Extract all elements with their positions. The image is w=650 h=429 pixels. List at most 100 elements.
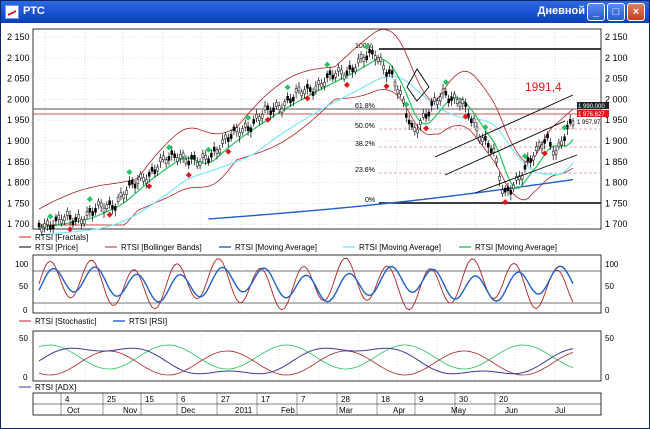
price-bar-body [181, 152, 185, 158]
price-bar-body [150, 167, 154, 172]
price-axis-right-label: 1 800 [605, 178, 628, 188]
price-bar-body [294, 88, 298, 93]
price-bar-body [489, 148, 493, 153]
price-axis-right-label: 1 900 [605, 136, 628, 146]
price-bar-body [535, 146, 538, 151]
fractal-down-marker [67, 226, 74, 233]
price-bar-body [410, 122, 414, 128]
osc-axis-left-0: 0 [23, 306, 28, 315]
price-bar-body [241, 128, 244, 133]
price-bar-body [486, 142, 490, 148]
date-axis-month-label: Jun [505, 406, 518, 415]
fib-level-label: 0% [365, 197, 375, 204]
fractal-down-marker [185, 172, 192, 179]
main-price-panel: 2 150 2 150 2 100 2 100 2 050 2 050 2 000 2 000… [7, 28, 628, 252]
price-bar-body [444, 90, 448, 96]
price-bar-body [470, 118, 473, 123]
price-bar-body [167, 156, 171, 161]
fractal-down-marker [304, 95, 311, 102]
price-bar-body [119, 192, 123, 197]
price-bar-body [99, 202, 103, 208]
date-axis-month-label: Mar [339, 406, 353, 415]
price-bar-body [289, 98, 292, 104]
price-bar-body [385, 72, 388, 77]
price-bar-body [317, 80, 320, 85]
date-axis-month-label: Dec [181, 406, 195, 415]
price-bar-body [568, 119, 572, 124]
price-bar-body [382, 65, 385, 70]
maximize-button[interactable]: □ [607, 3, 625, 21]
price-bar-body [297, 86, 301, 92]
price-bar-body [348, 65, 352, 70]
price-bar-body [68, 215, 72, 220]
fractal-down-marker [106, 211, 113, 218]
price-bar-body [82, 219, 86, 225]
fractal-down-marker [343, 81, 350, 88]
price-bar-body [116, 197, 120, 202]
date-axis-day-label: 20 [499, 395, 508, 404]
fractal-up-marker [47, 213, 54, 220]
price-bar-body [303, 89, 306, 95]
price-axis-left-label: 1 850 [7, 157, 30, 167]
price-bar-body [560, 140, 563, 146]
price-bar-body [529, 158, 532, 163]
title-bar[interactable]: РТС Дневной _ □ × [1, 1, 649, 23]
price-bar-body [518, 175, 521, 181]
osc-axis-right-50: 50 [605, 282, 614, 291]
price-axis-left-label: 1 800 [7, 178, 30, 188]
price-bar-body [532, 155, 535, 161]
price-bar-body [323, 82, 326, 87]
price-bar-body [122, 194, 126, 199]
price-bar-body [495, 157, 498, 163]
di-plus-line [38, 344, 574, 370]
price-axis-left-label: 2 150 [7, 32, 30, 42]
price-bar-body [340, 69, 343, 75]
price-bar-body [402, 98, 405, 104]
main-legend: RTSI [Fractals] RTSI [Price] RTSI [Bolli… [19, 233, 557, 252]
price-axis-left-label: 1 900 [7, 136, 30, 146]
price-bar-body [501, 189, 504, 195]
price-bar-body [227, 137, 230, 142]
fractal-up-marker [561, 124, 568, 131]
fractal-down-marker [383, 83, 390, 90]
legend-price: RTSI [Price] [35, 243, 78, 252]
price-bar-body [187, 160, 190, 166]
price-axis-right-label: 2 100 [605, 53, 628, 63]
price-bar-body [458, 102, 462, 108]
fractal-up-marker [521, 153, 528, 160]
price-bar-body [94, 208, 97, 213]
chart-app-icon [5, 5, 19, 19]
price-bar-body [40, 227, 44, 233]
price-bar-body [207, 158, 210, 164]
fractal-down-marker [462, 113, 469, 120]
price-bar-body [210, 152, 213, 158]
minimize-button[interactable]: _ [587, 3, 605, 21]
legend-stochastic: RTSI [Stochastic] [35, 317, 97, 326]
bollinger-upper-line [38, 28, 574, 210]
price-axis-right-label: 1 700 [605, 219, 628, 229]
price-bar-body [357, 58, 360, 64]
price-bar-body [540, 144, 544, 150]
fractal-up-marker [284, 84, 291, 91]
price-bar-body [526, 157, 530, 162]
price-bar-body [269, 110, 272, 115]
close-button[interactable]: × [627, 3, 645, 21]
price-axis-right-label: 2 150 [605, 32, 628, 42]
date-axis-day-label: 7 [301, 395, 306, 404]
price-bar-body [179, 154, 182, 159]
date-axis-day-label: 15 [145, 395, 154, 404]
price-bar-body [195, 161, 199, 167]
fractal-up-marker [482, 124, 489, 131]
legend-ma-cyan: RTSI [Moving Average] [359, 243, 441, 252]
osc-legend: RTSI [Stochastic] RTSI [RSI] [19, 317, 167, 326]
price-bar-body [272, 107, 275, 113]
fib-level-label: 23.6% [355, 167, 375, 174]
price-bar-body [351, 67, 354, 72]
price-bar-body [475, 126, 479, 132]
price-bar-body [537, 142, 541, 147]
price-bar-body [277, 105, 281, 110]
price-bar-body [74, 217, 77, 222]
adx-panel: 50 0 50 0 RTSI [ADX] [19, 330, 614, 392]
moving-average-blue-line [208, 178, 574, 220]
price-bar-body [554, 150, 558, 155]
